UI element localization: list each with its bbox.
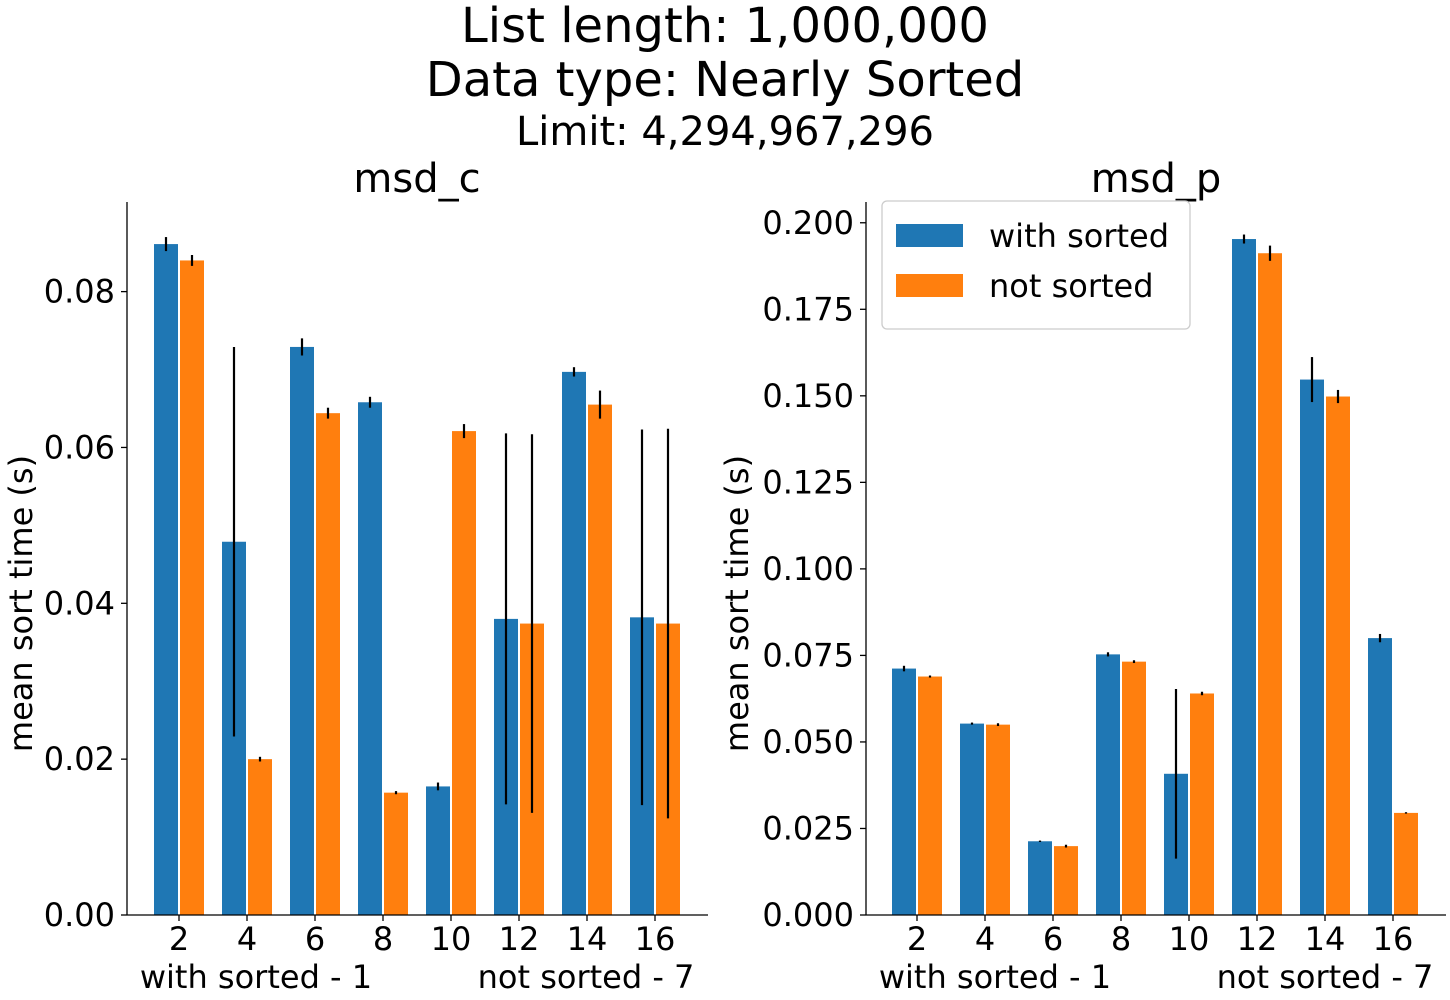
panel-2-y-tick-label: 0.125 xyxy=(762,463,854,501)
panel-1-x-tick-label: 6 xyxy=(305,920,325,958)
panel-2-y-tick-label: 0.025 xyxy=(762,809,854,847)
panel-2-legend-swatch-with-sorted xyxy=(896,224,963,247)
panel-1-bar-not-sorted-6 xyxy=(316,413,340,915)
panel-1-title: msd_c xyxy=(353,156,480,202)
panel-1-bar-not-sorted-14 xyxy=(588,404,612,915)
panel-2-legend-swatch-not-sorted xyxy=(896,274,963,297)
panel-2-x-tick-label: 12 xyxy=(1237,920,1278,958)
panel-2-x-tick-label: 8 xyxy=(1111,920,1131,958)
panel-1-x-tick-label: 4 xyxy=(237,920,257,958)
panel-1-y-tick-label: 0.06 xyxy=(44,428,115,466)
panel-1-bar-with-sorted-2 xyxy=(154,244,178,916)
panel-1-bar-not-sorted-2 xyxy=(180,260,204,915)
panel-2-bar-not-sorted-8 xyxy=(1122,661,1146,915)
panel-2-x-tick-label: 14 xyxy=(1305,920,1346,958)
panel-1-y-tick-label: 0.02 xyxy=(44,740,115,778)
panel-1-x-tick-label: 16 xyxy=(635,920,676,958)
panel-2-bar-not-sorted-14 xyxy=(1326,396,1350,916)
panel-2-bar-with-sorted-2 xyxy=(892,668,916,915)
panel-2-y-tick-label: 0.000 xyxy=(762,896,854,934)
panel-2-x-tick-label: 16 xyxy=(1373,920,1414,958)
panel-1-y-axis-title: mean sort time (s) xyxy=(2,455,40,752)
panel-2-bar-not-sorted-12 xyxy=(1258,253,1282,916)
panel-1-y-tick-label: 0.08 xyxy=(44,273,115,311)
panel-2-bar-with-sorted-16 xyxy=(1368,638,1392,915)
panel-2-bar-not-sorted-4 xyxy=(986,724,1010,915)
panel-2-x-tick-label: 6 xyxy=(1043,920,1063,958)
panel-1-x-tick-label: 12 xyxy=(499,920,540,958)
panel-1-bar-with-sorted-8 xyxy=(358,402,382,915)
panel-1-x-label-left: with sorted - 1 xyxy=(140,958,372,996)
panel-2-bar-not-sorted-2 xyxy=(918,676,942,915)
panel-2-bar-with-sorted-12 xyxy=(1232,239,1256,915)
panel-2-x-tick-label: 4 xyxy=(975,920,995,958)
panel-1-x-tick-label: 8 xyxy=(373,920,393,958)
panel-2-bar-not-sorted-6 xyxy=(1054,846,1078,915)
panel-2-y-tick-label: 0.200 xyxy=(762,204,854,242)
panel-2-y-tick-label: 0.150 xyxy=(762,377,854,415)
panel-2-legend-label-not-sorted: not sorted xyxy=(989,267,1154,305)
panel-2-bar-with-sorted-6 xyxy=(1028,841,1052,915)
panel-2-bar-not-sorted-10 xyxy=(1190,693,1214,915)
panel-1-bar-not-sorted-4 xyxy=(248,759,272,915)
panel-1-bar-not-sorted-8 xyxy=(384,792,408,915)
figure-title-line-2: Data type: Nearly Sorted xyxy=(425,52,1025,108)
panel-1-x-label-right: not sorted - 7 xyxy=(478,958,695,996)
panel-2-x-label-left: with sorted - 1 xyxy=(879,958,1111,996)
panel-2-y-tick-label: 0.175 xyxy=(762,290,854,328)
panel-1-y-tick-label: 0.00 xyxy=(44,896,115,934)
panel-2-title: msd_p xyxy=(1091,156,1222,202)
panel-1-x-tick-label: 14 xyxy=(567,920,608,958)
panel-1-bar-with-sorted-6 xyxy=(290,346,314,915)
figure-title-line-3: Limit: 4,294,967,296 xyxy=(516,109,934,155)
panel-2-y-axis-title: mean sort time (s) xyxy=(718,455,756,752)
panel-2-x-tick-label: 2 xyxy=(907,920,927,958)
panel-2-bar-not-sorted-16 xyxy=(1394,812,1418,915)
panel-2-bar-with-sorted-8 xyxy=(1096,654,1120,915)
panel-2-x-label-right: not sorted - 7 xyxy=(1217,958,1434,996)
panel-2-y-tick-label: 0.050 xyxy=(762,723,854,761)
panel-1-bar-with-sorted-10 xyxy=(426,786,450,915)
figure-title-line-1: List length: 1,000,000 xyxy=(461,0,989,54)
panel-1-bar-with-sorted-14 xyxy=(562,371,586,915)
panel-2-legend-label-with-sorted: with sorted xyxy=(989,217,1169,255)
panel-2-y-tick-label: 0.100 xyxy=(762,550,854,588)
panel-1-x-tick-label: 10 xyxy=(431,920,472,958)
panel-1-x-tick-label: 2 xyxy=(169,920,189,958)
panel-2-bar-with-sorted-4 xyxy=(960,723,984,915)
panel-1-y-tick-label: 0.04 xyxy=(44,584,115,622)
panel-1-bar-not-sorted-10 xyxy=(452,431,476,915)
panel-2-bar-with-sorted-14 xyxy=(1300,379,1324,916)
panel-2-x-tick-label: 10 xyxy=(1169,920,1210,958)
panel-2-y-tick-label: 0.075 xyxy=(762,636,854,674)
